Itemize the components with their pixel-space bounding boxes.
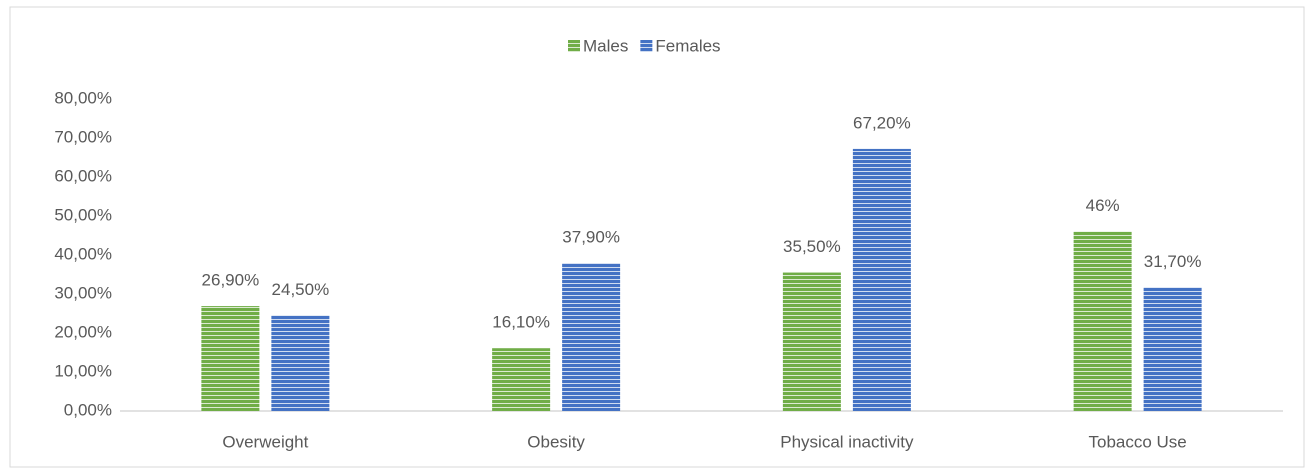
- data-label: 46%: [1086, 196, 1120, 215]
- y-tick-label: 20,00%: [54, 322, 112, 341]
- bar: [271, 315, 330, 411]
- y-tick-label: 10,00%: [54, 361, 112, 380]
- bar: [1143, 287, 1202, 411]
- data-label: 67,20%: [853, 113, 911, 132]
- legend-label: Females: [655, 36, 720, 55]
- y-tick-label: 50,00%: [54, 205, 112, 224]
- data-label: 31,70%: [1144, 252, 1202, 271]
- x-tick-label: Physical inactivity: [780, 432, 914, 451]
- bar: [782, 272, 841, 411]
- y-tick-label: 60,00%: [54, 166, 112, 185]
- y-tick-label: 40,00%: [54, 244, 112, 263]
- bar: [492, 348, 551, 411]
- legend-swatch: [640, 40, 653, 52]
- data-label: 16,10%: [492, 313, 550, 332]
- data-label: 37,90%: [562, 228, 620, 247]
- x-tick-label: Tobacco Use: [1088, 432, 1186, 451]
- y-tick-label: 80,00%: [54, 88, 112, 107]
- legend-label: Males: [583, 36, 628, 55]
- legend-swatch: [568, 40, 580, 52]
- bar: [562, 263, 621, 411]
- y-tick-label: 30,00%: [54, 283, 112, 302]
- x-tick-label: Overweight: [222, 432, 308, 451]
- bar: [201, 306, 260, 411]
- data-label: 24,50%: [272, 280, 330, 299]
- y-tick-label: 0,00%: [64, 400, 112, 419]
- bar: [852, 148, 911, 412]
- bar: [1073, 231, 1132, 411]
- data-label: 26,90%: [202, 271, 260, 290]
- y-tick-label: 70,00%: [54, 127, 112, 146]
- x-tick-label: Obesity: [527, 432, 585, 451]
- data-label: 35,50%: [783, 237, 841, 256]
